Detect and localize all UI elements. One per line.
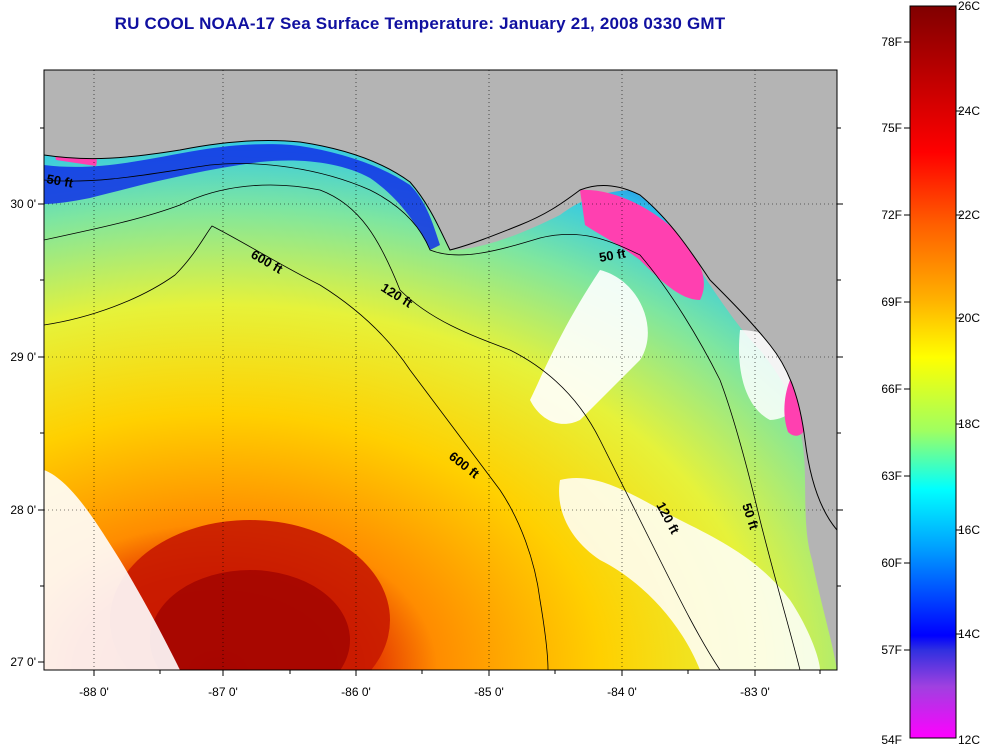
cb-c-label-26: 26C [958,0,980,13]
lon-label-85: -85 0' [474,685,504,699]
cb-f-label-60: 60F [881,556,902,570]
cb-c-label-22: 22C [958,208,980,222]
lat-label-29: 29 0' [10,350,36,364]
lon-label-86: -86 0' [341,685,371,699]
lon-label-88: -88 0' [79,685,109,699]
cb-c-label-16: 16C [958,523,980,537]
lat-label-28: 28 0' [10,503,36,517]
cold-patch-apalachee [580,189,704,300]
colorbar [909,5,957,739]
cb-c-label-14: 14C [958,627,980,641]
colorbar-ticks [904,41,962,651]
map-frame [43,69,838,671]
contour-120ft [44,184,721,670]
lon-label-84: -84 0' [607,685,637,699]
cb-c-label-20: 20C [958,311,980,325]
cb-c-label-18: 18C [958,417,980,431]
cloud-mask-east [530,270,648,424]
cb-f-label-69: 69F [881,295,902,309]
contour-600ft [44,225,549,670]
cold-coastal-band [44,144,440,250]
warm-core-center [150,570,350,670]
coastline [44,139,837,531]
contour-50ft [44,163,801,670]
cb-c-label-12: 12C [958,733,980,747]
lon-label-87: -87 0' [208,685,238,699]
graticule [44,70,837,670]
cloud-mask-southwest [44,470,180,670]
cb-f-label-66: 66F [881,382,902,396]
cb-c-label-24: 24C [958,104,980,118]
cb-f-label-63: 63F [881,469,902,483]
map-title: RU COOL NOAA-17 Sea Surface Temperature:… [114,14,726,33]
cb-f-label-78: 78F [881,35,902,49]
lat-label-27: 27 0' [10,655,36,669]
contour-label-50ft-apalachee: 50 ft [598,245,628,265]
cb-f-label-57: 57F [881,643,902,657]
lon-label-83: -83 0' [740,685,770,699]
cb-f-label-75: 75F [881,121,902,135]
tick-marks [38,127,843,676]
cb-f-label-72: 72F [881,208,902,222]
lat-label-30: 30 0' [10,197,36,211]
cb-f-label-54: 54F [881,733,902,747]
contour-label-50ft-west: 50 ft [45,171,75,191]
land-florida-panhandle [44,70,837,530]
